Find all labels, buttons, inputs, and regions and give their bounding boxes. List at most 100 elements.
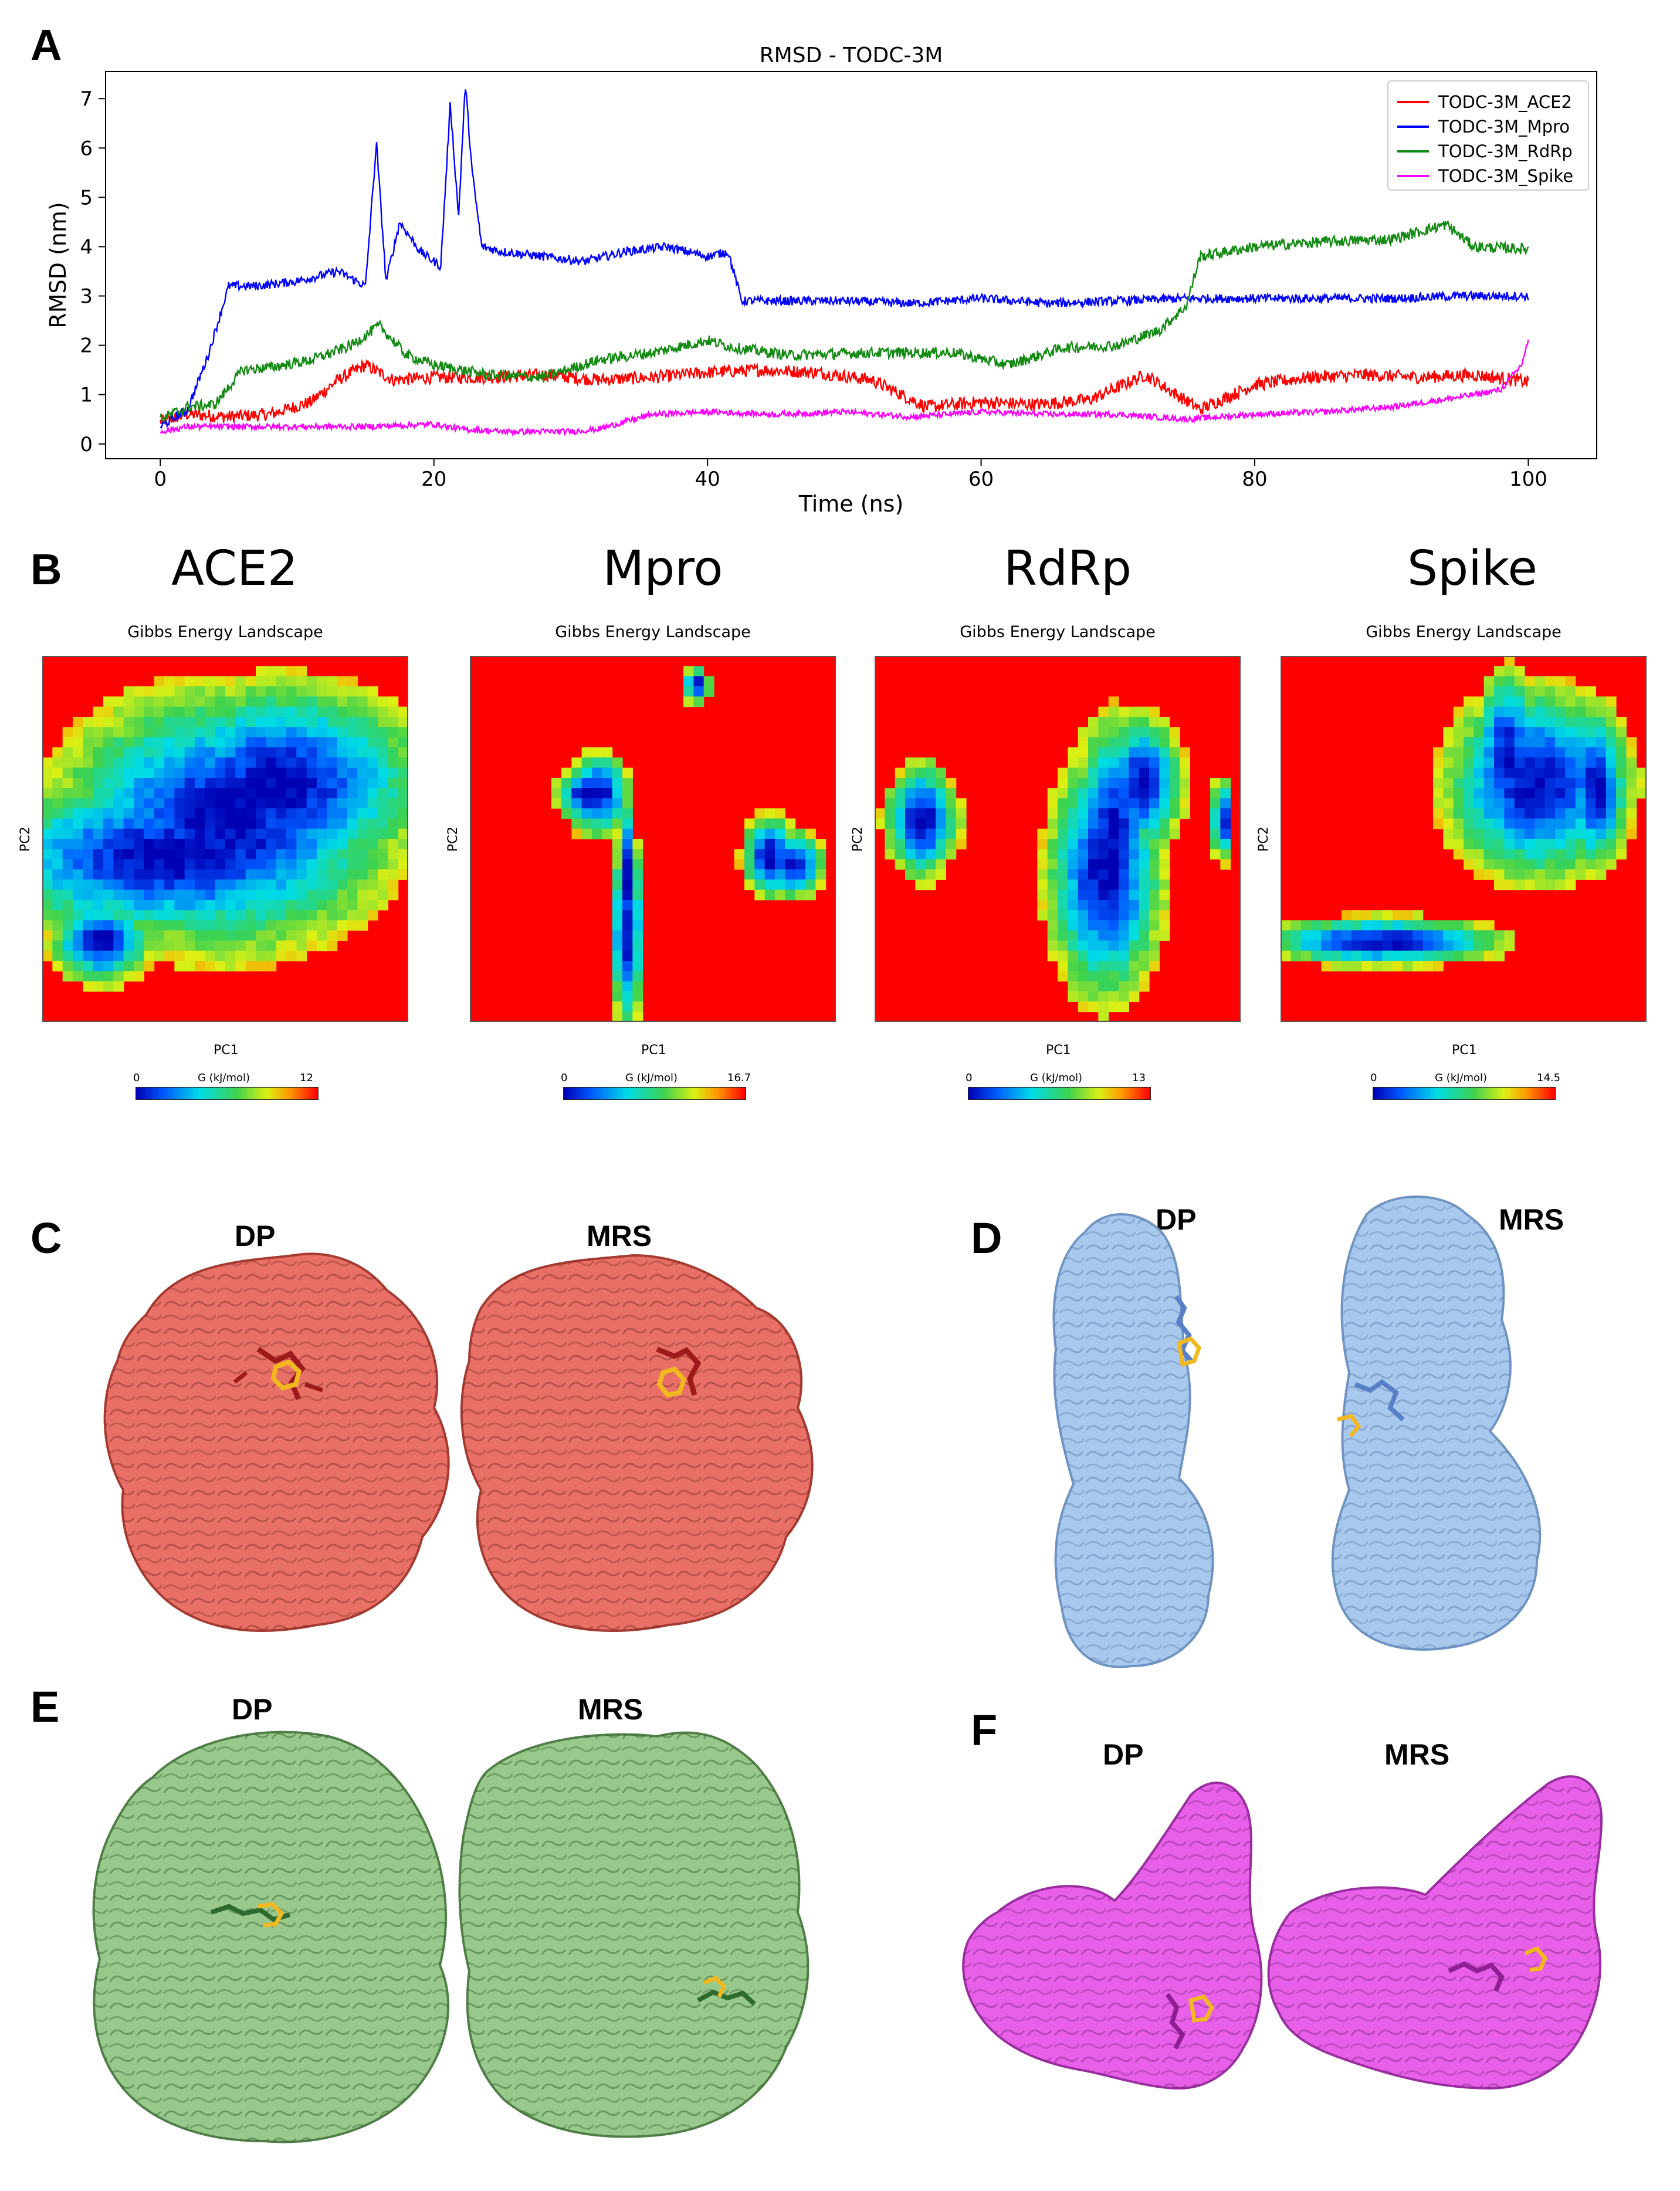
- fel-cell: [1352, 961, 1363, 971]
- colorbar-step: [1095, 1087, 1098, 1100]
- colorbar-min-label: 0: [561, 1072, 568, 1084]
- fel-cell: [1626, 767, 1637, 778]
- fel-cell: [113, 808, 124, 819]
- fel-cell: [245, 696, 256, 707]
- fel-cell: [1514, 879, 1525, 890]
- fel-cell: [235, 676, 246, 687]
- fel-cell: [1596, 717, 1607, 727]
- fel-cell: [683, 666, 694, 677]
- fel-cell: [52, 900, 63, 910]
- colorbar-step: [159, 1087, 162, 1100]
- fel-cell: [1544, 727, 1556, 738]
- colorbar-step: [666, 1087, 669, 1100]
- fel-cell: [52, 818, 63, 829]
- fel-cell: [83, 737, 94, 748]
- fel-cell: [1433, 818, 1444, 829]
- fel-cell: [612, 879, 623, 890]
- fel-cell: [388, 778, 399, 788]
- fel-cell: [936, 818, 946, 829]
- fel-cell: [1088, 849, 1099, 860]
- colorbar-step: [591, 1087, 594, 1100]
- fel-cell: [1159, 788, 1170, 799]
- fel-cell: [1586, 706, 1596, 717]
- fel-cell: [946, 849, 957, 860]
- fel-cell: [215, 808, 226, 819]
- fel-cell: [62, 839, 73, 849]
- fel-cell: [378, 900, 388, 910]
- fel-cell: [1514, 839, 1525, 849]
- fel-cell: [398, 727, 408, 738]
- colorbar-step: [968, 1087, 971, 1100]
- colorbar-step: [673, 1087, 676, 1100]
- colorbar-step: [239, 1087, 242, 1100]
- fel-cell: [1514, 808, 1525, 819]
- fel-cell: [1474, 950, 1485, 961]
- chart-title: RMSD - TODC-3M: [760, 43, 943, 67]
- fel-cell: [154, 869, 165, 880]
- fel-cell: [174, 717, 185, 727]
- fel-cell: [1108, 818, 1119, 829]
- colorbar-step: [568, 1087, 571, 1100]
- fel-cell: [378, 818, 388, 829]
- fel-cell: [215, 839, 226, 849]
- fel-cell: [93, 839, 104, 849]
- fel-cell: [1586, 869, 1596, 880]
- fel-cell: [1129, 849, 1140, 860]
- fel-x-label: PC1: [1452, 1043, 1477, 1058]
- colorbar-step: [293, 1087, 296, 1100]
- colorbar-step: [596, 1087, 599, 1100]
- fel-cell: [317, 900, 327, 910]
- fel-cell: [1068, 859, 1079, 870]
- fel-cell: [164, 696, 175, 707]
- fel-cell: [1088, 727, 1099, 738]
- colorbar-step: [641, 1087, 643, 1100]
- fel-cell: [1291, 930, 1302, 941]
- fel-cell: [895, 788, 906, 799]
- fel-cell: [144, 920, 155, 931]
- colorbar-step: [589, 1087, 592, 1100]
- fel-cell: [1129, 818, 1140, 829]
- fel-cell: [195, 747, 205, 758]
- fel-cell: [1392, 950, 1403, 961]
- fel-cell: [306, 676, 317, 687]
- fel-cell: [1078, 839, 1089, 849]
- fel-cell: [754, 849, 766, 860]
- fel-cell: [754, 889, 766, 900]
- fel-cell: [1483, 747, 1495, 758]
- fel-cell: [1453, 727, 1464, 738]
- fel-cell: [134, 757, 144, 768]
- colorbar-step: [709, 1087, 712, 1100]
- ace2-mrs-ligand: [656, 1346, 702, 1398]
- colorbar-step: [1511, 1087, 1514, 1100]
- fel-cell: [1210, 828, 1221, 839]
- fel-cell: [215, 940, 226, 951]
- fel-cell: [62, 798, 73, 809]
- fel-cell: [754, 808, 766, 819]
- fel-cell: [83, 971, 94, 982]
- fel-cell: [1596, 788, 1607, 799]
- fel-cell: [347, 706, 358, 717]
- fel-cell: [1483, 859, 1495, 870]
- fel-cell: [317, 930, 327, 941]
- fel-frame: [42, 656, 408, 1022]
- fel-cell: [1586, 828, 1596, 839]
- fel-cell: [1483, 676, 1495, 687]
- fel-cell: [296, 727, 307, 738]
- fel-cell: [1514, 818, 1525, 829]
- fel-cell: [1361, 950, 1373, 961]
- fel-cell: [895, 808, 906, 819]
- fel-cell: [1098, 859, 1109, 870]
- fel-cell: [134, 910, 144, 921]
- fel-cell: [337, 818, 348, 829]
- fel-cell: [1088, 859, 1099, 870]
- fel-cell: [1606, 747, 1617, 758]
- fel-cell: [306, 869, 317, 880]
- fel-cell: [367, 747, 378, 758]
- fel-cell: [357, 808, 368, 819]
- fel-cell: [134, 818, 144, 829]
- fel-cell: [1108, 961, 1119, 971]
- fel-cell: [1078, 737, 1089, 748]
- colorbar-step: [1405, 1087, 1408, 1100]
- colorbar-step: [676, 1087, 679, 1100]
- fel-cell: [1443, 950, 1454, 961]
